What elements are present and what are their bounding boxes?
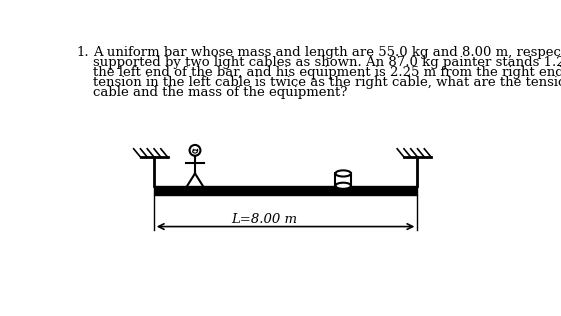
Bar	[335, 173, 351, 186]
Text: the left end of the bar, and his equipment is 2.25 m from the right end. If the: the left end of the bar, and his equipme…	[93, 66, 561, 79]
Text: A uniform bar whose mass and length are 55.0 kg and 8.00 m, respectively is: A uniform bar whose mass and length are …	[93, 46, 561, 59]
Ellipse shape	[335, 183, 351, 189]
Circle shape	[190, 145, 200, 156]
Bar	[154, 186, 417, 195]
Text: tension in the left cable is twice as the right cable, what are the tensions in : tension in the left cable is twice as th…	[93, 76, 561, 89]
Text: 1.: 1.	[76, 46, 89, 59]
Text: supported by two light cables as shown. An 87.0 kg painter stands 1.25 m from: supported by two light cables as shown. …	[93, 56, 561, 69]
Text: cable and the mass of the equipment?: cable and the mass of the equipment?	[93, 86, 348, 99]
Ellipse shape	[335, 170, 351, 177]
Text: L=8.00 m: L=8.00 m	[232, 213, 297, 226]
